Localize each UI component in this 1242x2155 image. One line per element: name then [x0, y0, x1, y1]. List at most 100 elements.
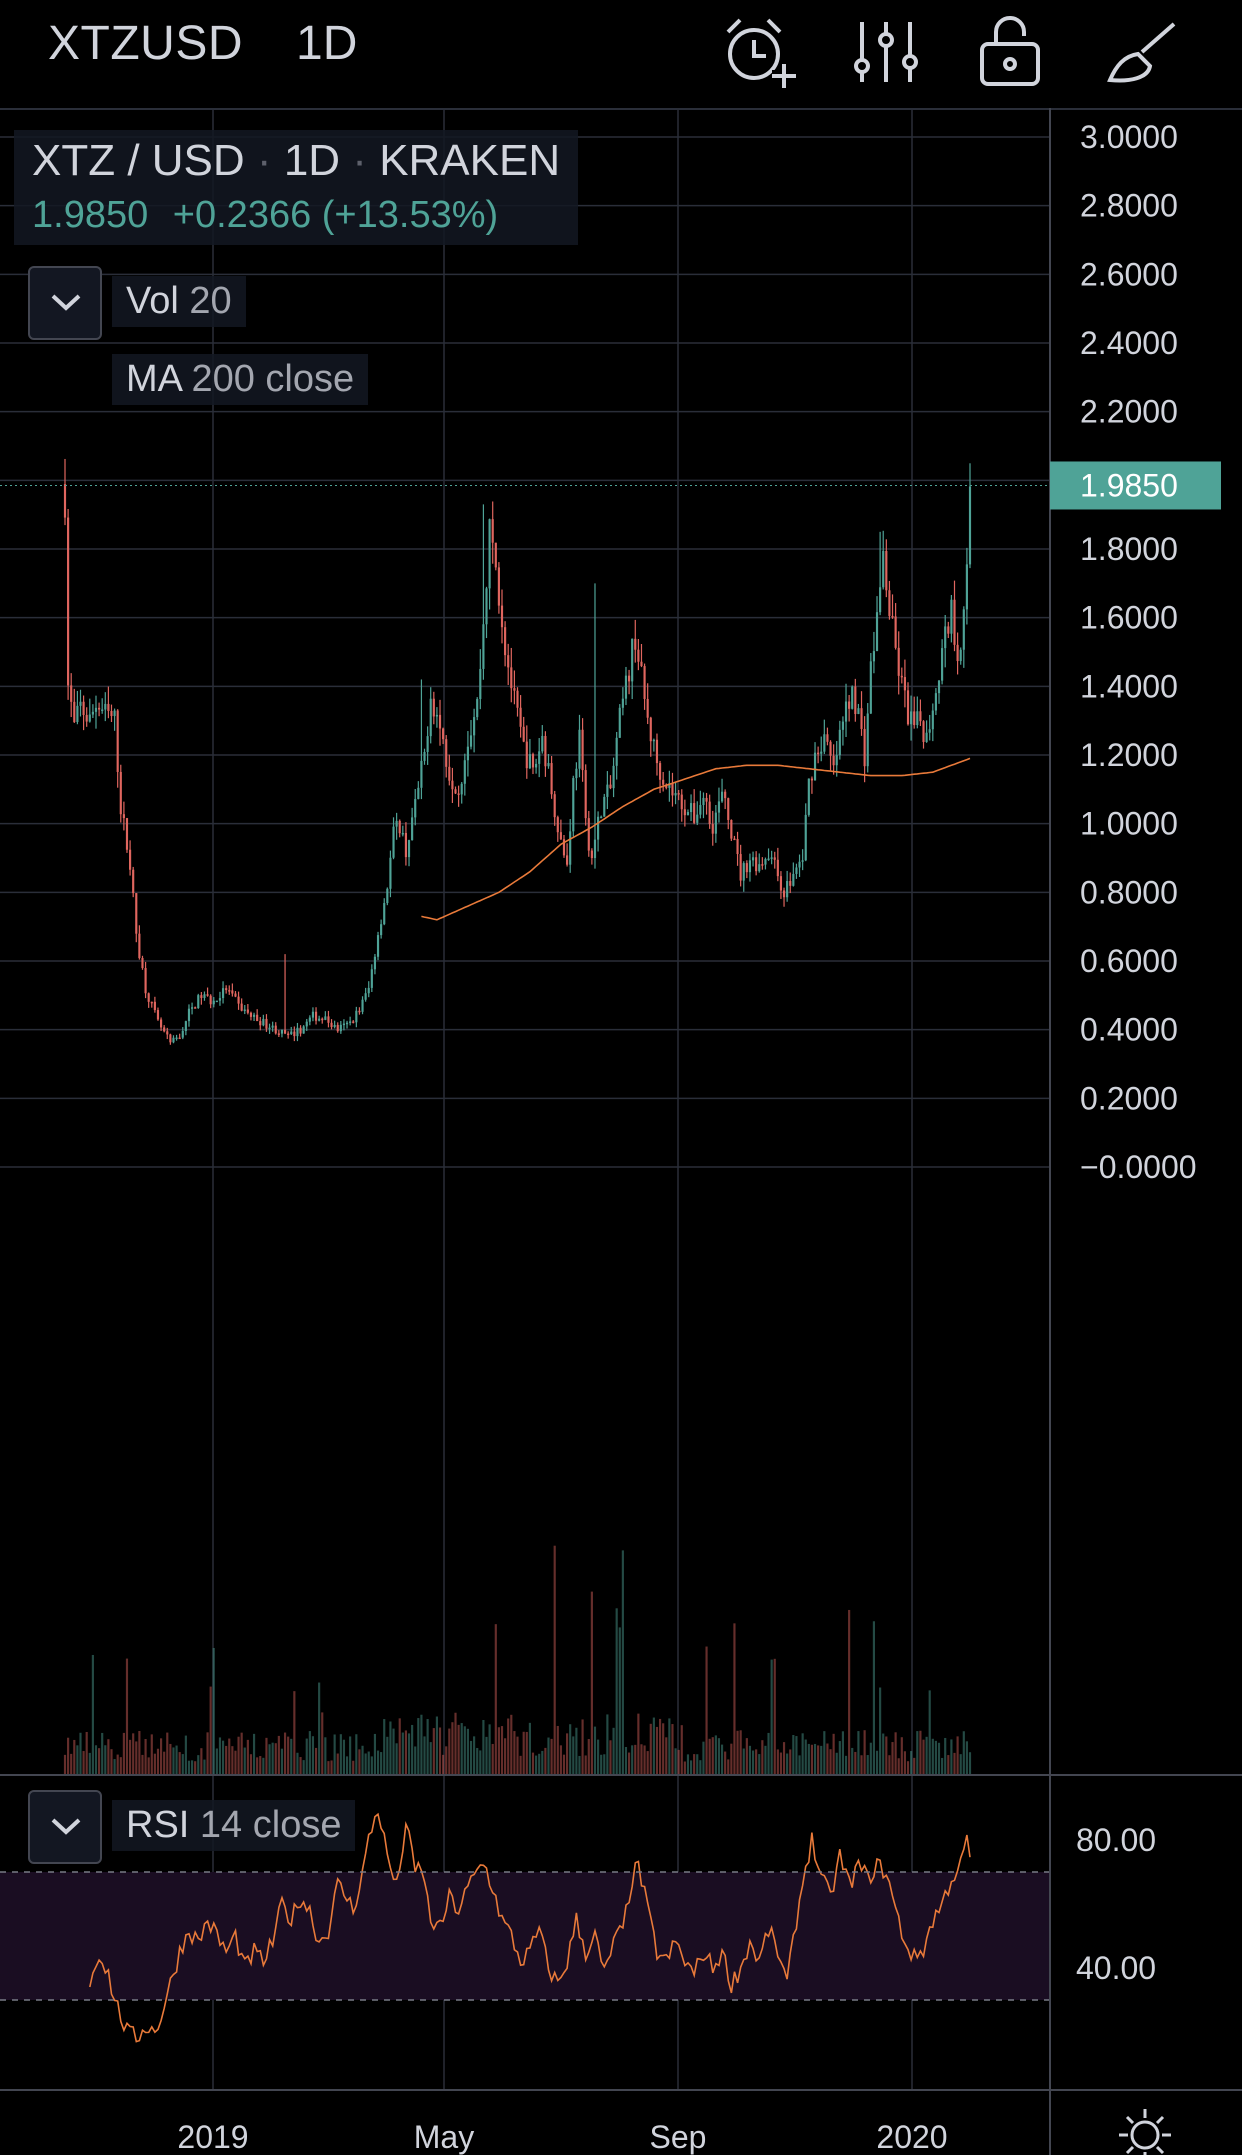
volume-bar	[82, 1751, 85, 1775]
candle-body	[163, 1027, 166, 1032]
candle-body	[934, 693, 937, 711]
volume-bar	[739, 1730, 742, 1775]
volume-bar	[156, 1748, 160, 1775]
candle-body	[968, 486, 972, 565]
candle-body	[875, 612, 879, 652]
volume-bar	[689, 1760, 693, 1775]
y-tick-label: 0.2000	[1080, 1080, 1178, 1116]
volume-bar	[733, 1623, 736, 1775]
volume-bar	[637, 1713, 640, 1775]
volume-bar	[807, 1743, 810, 1775]
candle-body	[786, 881, 789, 898]
symbol-label[interactable]: XTZUSD	[48, 17, 243, 70]
candle-body	[153, 1001, 156, 1011]
candle-body	[770, 857, 773, 859]
candle-body	[668, 783, 671, 788]
volume-bar	[463, 1726, 466, 1775]
volume-bar	[801, 1733, 804, 1775]
candle-body	[956, 644, 959, 662]
candle-body	[600, 816, 603, 819]
candle-body	[851, 686, 854, 709]
volume-bar	[98, 1748, 101, 1775]
volume-bar	[104, 1745, 107, 1775]
axes	[0, 108, 1242, 2155]
candle-body	[962, 609, 965, 650]
candle-body	[342, 1023, 346, 1026]
alarm-add-button[interactable]	[716, 10, 800, 94]
volume-bar	[268, 1744, 271, 1775]
candle-body	[225, 988, 228, 991]
candle-body	[107, 703, 110, 711]
volume-bar	[107, 1739, 110, 1775]
volume-bar	[225, 1745, 228, 1775]
candle-body	[671, 783, 674, 796]
collapse-legend-button[interactable]	[28, 266, 102, 340]
volume-bar	[848, 1609, 851, 1775]
candle-body	[510, 667, 513, 689]
candle-body	[699, 805, 702, 815]
candle-body	[159, 1019, 163, 1028]
candle-body	[835, 755, 838, 766]
volume-bar	[240, 1732, 243, 1775]
volume-bar	[246, 1739, 249, 1775]
candle-body	[414, 799, 417, 818]
volume-bar	[445, 1746, 448, 1775]
volume-bar	[606, 1714, 609, 1775]
lock-toggle-button[interactable]	[970, 10, 1054, 94]
volume-bar	[956, 1736, 959, 1775]
candle-body	[959, 649, 962, 662]
ma-indicator-label[interactable]: MA 200 close	[112, 354, 369, 405]
volume-bar	[280, 1748, 284, 1775]
candle-body	[965, 564, 968, 610]
volume-bar	[947, 1755, 950, 1775]
candle-body	[243, 1009, 246, 1012]
rsi-indicator-label[interactable]: RSI 14 close	[112, 1800, 356, 1851]
volume-bar	[519, 1755, 522, 1775]
volume-bar	[91, 1654, 94, 1775]
candle-body	[739, 854, 742, 881]
candle-body	[392, 826, 395, 858]
candle-body	[457, 793, 460, 795]
candle-body	[931, 710, 934, 730]
collapse-rsi-button[interactable]	[28, 1790, 102, 1864]
candle-body	[231, 990, 234, 994]
volume-bar	[646, 1751, 649, 1775]
timeframe-label[interactable]: 1D	[296, 17, 358, 70]
volume-bar	[748, 1745, 752, 1775]
candle-body	[677, 793, 680, 795]
candle-body	[429, 698, 432, 737]
candle-body	[782, 890, 786, 898]
candle-body	[866, 713, 869, 767]
candle-body	[813, 752, 817, 781]
volume-bar	[863, 1730, 866, 1775]
volume-bar	[296, 1752, 299, 1775]
candle-body	[197, 995, 200, 1009]
candle-body	[528, 754, 531, 769]
volume-indicator-label[interactable]: Vol 20	[112, 276, 246, 327]
volume-bar	[634, 1744, 637, 1775]
candle-body	[826, 734, 829, 742]
volume-bar	[423, 1736, 426, 1775]
volume-bar	[941, 1757, 944, 1775]
drawing-tools-button[interactable]	[1100, 10, 1184, 94]
candle-body	[70, 685, 73, 702]
volume-bar	[234, 1750, 237, 1775]
volume-bar	[916, 1731, 919, 1775]
candle-body	[724, 791, 727, 799]
candle-body	[249, 1012, 253, 1017]
candle-body	[761, 864, 764, 866]
candle-body	[175, 1037, 178, 1040]
volume-bar	[680, 1725, 683, 1775]
indicators-button[interactable]	[844, 10, 928, 94]
candle-body	[928, 729, 931, 733]
settings-gear-icon[interactable]	[1119, 2109, 1171, 2155]
candle-body	[755, 857, 758, 872]
candle-body	[169, 1034, 172, 1043]
y-tick-label: 1.2000	[1080, 737, 1178, 773]
candle-body	[556, 817, 559, 833]
candle-body	[324, 1016, 327, 1020]
y-tick-label: −0.0000	[1080, 1149, 1197, 1185]
volume-bar	[491, 1743, 494, 1775]
volume-bar	[163, 1751, 166, 1775]
